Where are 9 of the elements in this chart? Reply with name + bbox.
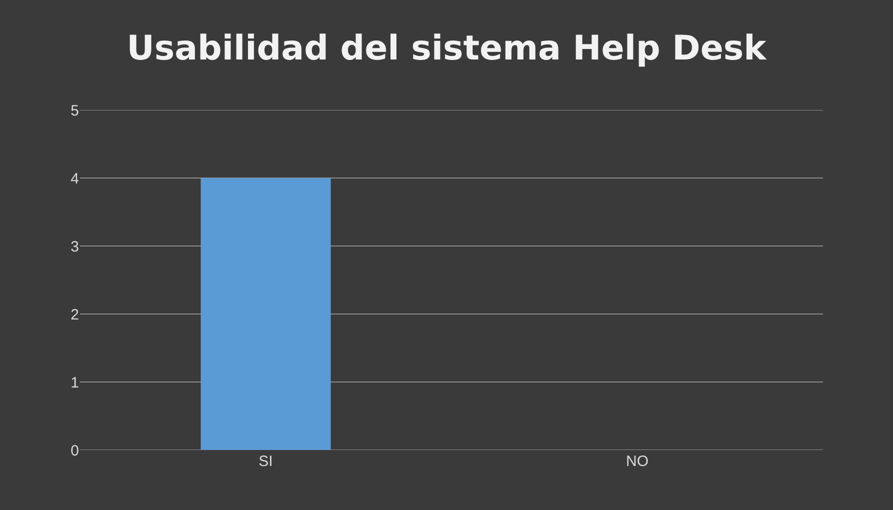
y-tick-label: 3 (70, 238, 79, 256)
x-tick-label: NO (626, 453, 648, 470)
y-tick-label: 1 (70, 374, 79, 392)
y-tick-label: 0 (70, 442, 79, 460)
y-tick-label: 2 (70, 306, 79, 324)
chart-title: Usabilidad del sistema Help Desk (126, 28, 768, 68)
y-tick-label: 4 (70, 170, 79, 188)
x-tick-label: SI (258, 453, 273, 470)
y-tick-label: 5 (70, 102, 79, 120)
